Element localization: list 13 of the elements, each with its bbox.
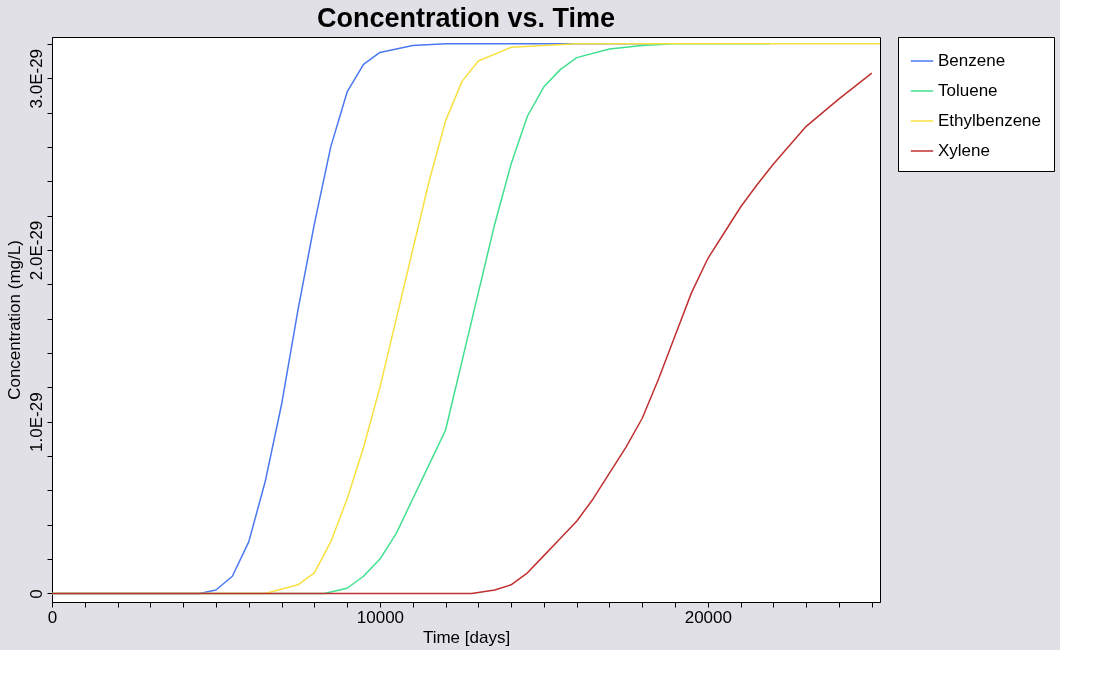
legend-label: Toluene — [938, 81, 998, 100]
legend-label: Benzene — [938, 51, 1006, 70]
y-tick-label: 0 — [26, 589, 46, 599]
y-tick-label: 2.0E-29 — [26, 220, 46, 281]
legend-label: Ethylbenzene — [938, 111, 1042, 130]
y-tick-label: 1.0E-29 — [26, 392, 46, 452]
x-axis-title: Time [days] — [422, 627, 511, 647]
x-tick-label: 20000 — [684, 607, 732, 627]
chart-title: Concentration vs. Time — [316, 3, 616, 33]
legend-label: Xylene — [938, 141, 990, 160]
y-tick-label: 3.0E-29 — [26, 48, 46, 109]
y-axis-title: Concentration (mg/L) — [4, 240, 24, 400]
x-tick-label: 10000 — [356, 607, 405, 627]
